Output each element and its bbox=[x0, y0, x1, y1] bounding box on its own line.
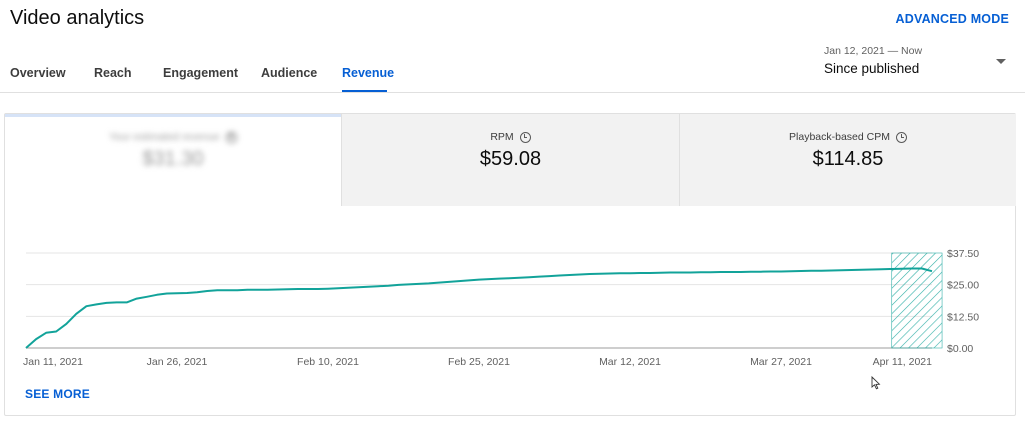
x-tick-label: Mar 12, 2021 bbox=[599, 356, 661, 368]
partial-period-area bbox=[891, 252, 943, 349]
metric-value: $31.30 bbox=[142, 148, 204, 170]
chevron-down-icon bbox=[996, 59, 1006, 64]
x-tick-label: Jan 11, 2021 bbox=[23, 356, 83, 368]
revenue-series-line[interactable] bbox=[25, 267, 933, 349]
see-more-button[interactable]: SEE MORE bbox=[25, 387, 90, 401]
advanced-mode-button[interactable]: ADVANCED MODE bbox=[895, 12, 1009, 26]
revenue-card: Your estimated revenue $31.30 RPM $59.08… bbox=[4, 113, 1016, 416]
tab-reach[interactable]: Reach bbox=[94, 66, 132, 80]
clock-icon[interactable] bbox=[895, 131, 907, 143]
metric-rpm[interactable]: RPM $59.08 bbox=[341, 114, 679, 206]
tab-overview[interactable]: Overview bbox=[10, 66, 66, 80]
metric-label: RPM bbox=[490, 131, 514, 143]
metric-playback-cpm[interactable]: Playback-based CPM $114.85 bbox=[679, 114, 1016, 206]
x-tick-label: Mar 27, 2021 bbox=[750, 356, 812, 368]
tab-engagement[interactable]: Engagement bbox=[163, 66, 239, 80]
x-tick-label: Jan 26, 2021 bbox=[147, 356, 208, 368]
revenue-line-chart[interactable]: $0.00 $12.50 $25.00 $37.50 Jan 11, 2021 Jan 2… bbox=[5, 114, 1015, 384]
metric-label: Your estimated revenue bbox=[109, 131, 220, 143]
page-title: Video analytics bbox=[10, 7, 145, 29]
metric-value: $59.08 bbox=[479, 148, 542, 170]
y-tick-label: $37.50 bbox=[947, 248, 979, 260]
date-range-sub-label: Jan 12, 2021 — Now bbox=[824, 45, 923, 57]
metric-value: $114.85 bbox=[812, 148, 884, 170]
x-tick-label: Apr 11, 2021 bbox=[873, 356, 933, 368]
x-tick-label: Feb 25, 2021 bbox=[448, 356, 510, 368]
tab-audience[interactable]: Audience bbox=[261, 66, 318, 80]
y-tick-label: $0.00 bbox=[947, 343, 973, 355]
x-tick-label: Feb 10, 2021 bbox=[297, 356, 359, 368]
clock-icon[interactable] bbox=[519, 131, 531, 143]
y-tick-label: $25.00 bbox=[947, 280, 979, 292]
y-tick-label: $12.50 bbox=[947, 311, 979, 323]
metric-highlight bbox=[5, 114, 341, 117]
tab-revenue[interactable]: Revenue bbox=[342, 60, 394, 92]
date-range-main-label: Since published bbox=[824, 61, 920, 76]
mouse-cursor-icon bbox=[871, 376, 881, 390]
date-range-selector[interactable]: Jan 12, 2021 — Now Since published bbox=[824, 45, 1014, 81]
metric-label: Playback-based CPM bbox=[789, 131, 890, 143]
info-icon bbox=[225, 131, 237, 143]
metric-estimated-revenue[interactable]: Your estimated revenue $31.30 bbox=[5, 114, 341, 206]
tabs-divider bbox=[0, 92, 1025, 93]
